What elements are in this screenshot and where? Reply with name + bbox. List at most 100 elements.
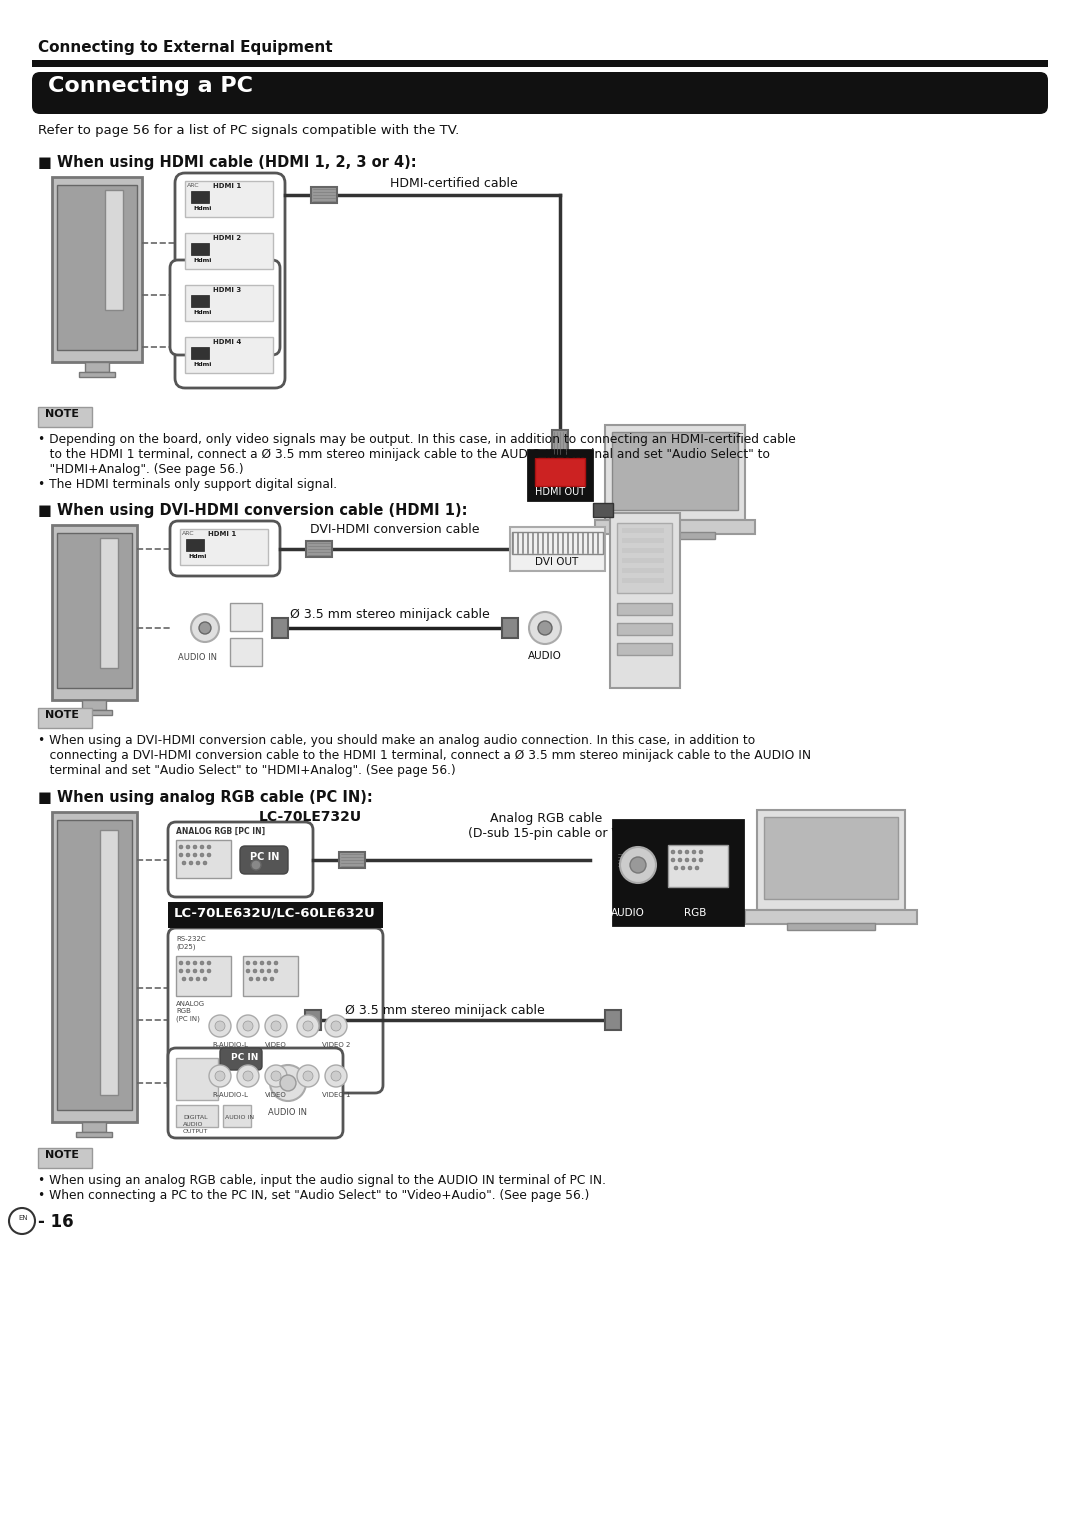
Text: ■ When using analog RGB cable (PC IN):: ■ When using analog RGB cable (PC IN): [38,789,373,805]
Text: OUTPUT: OUTPUT [183,1128,208,1135]
Circle shape [199,621,211,634]
Bar [311,186,337,203]
Bar [52,812,137,1122]
Text: VIDEO: VIDEO [265,1041,287,1048]
Circle shape [274,960,278,965]
Bar [57,185,137,350]
Text: VIDEO 1: VIDEO 1 [322,1092,350,1098]
Circle shape [253,970,257,973]
Text: • When connecting a PC to the PC IN, set "Audio Select" to "Video+Audio". (See p: • When connecting a PC to the PC IN, set… [38,1190,590,1202]
Bar [185,234,273,269]
Text: LC-70LE732U: LC-70LE732U [258,809,362,825]
Bar [85,362,109,373]
Bar [168,902,383,928]
Circle shape [529,612,561,644]
Circle shape [9,1208,35,1234]
Text: HDMI OUT: HDMI OUT [535,487,585,496]
Bar [605,425,745,521]
Circle shape [692,851,696,854]
Text: LC-70LE632U/LC-60LE632U: LC-70LE632U/LC-60LE632U [174,906,376,919]
FancyBboxPatch shape [170,260,280,354]
Bar [622,528,664,533]
Bar [305,1009,321,1031]
Circle shape [179,970,183,973]
Circle shape [271,1022,281,1031]
Circle shape [265,1064,287,1087]
Circle shape [207,960,211,965]
Circle shape [270,977,274,980]
Text: AUDIO IN: AUDIO IN [269,1109,308,1116]
Text: Connecting to External Equipment: Connecting to External Equipment [38,40,333,55]
Circle shape [191,614,219,641]
Circle shape [699,851,703,854]
Circle shape [681,866,685,870]
Text: VIDEO 2: VIDEO 2 [322,1041,350,1048]
Text: connecting a DVI-HDMI conversion cable to the HDMI 1 terminal, connect a Ø 3.5 m: connecting a DVI-HDMI conversion cable t… [38,750,811,762]
Bar [57,533,132,689]
Bar [613,820,743,925]
Text: ARC: ARC [183,531,194,536]
Bar [605,1009,621,1031]
Bar [105,189,123,310]
Text: Ø 3.5 mm stereo minijack cable: Ø 3.5 mm stereo minijack cable [345,1003,544,1017]
Bar [552,431,568,457]
Bar [191,295,210,307]
Bar [79,373,114,377]
Circle shape [265,1015,287,1037]
Bar [38,408,92,428]
Bar [57,820,132,1110]
Text: HDMI 2: HDMI 2 [213,235,241,241]
Bar [222,1106,251,1127]
Circle shape [243,1022,253,1031]
Circle shape [630,857,646,873]
Text: ■ When using DVI-HDMI conversion cable (HDMI 1):: ■ When using DVI-HDMI conversion cable (… [38,502,468,518]
Bar [595,521,755,534]
Text: PC IN: PC IN [231,1054,258,1061]
Circle shape [678,858,681,863]
Circle shape [179,854,183,857]
Circle shape [203,977,207,980]
Text: Hdmi: Hdmi [188,554,206,559]
FancyBboxPatch shape [175,173,285,388]
Text: Connecting a PC: Connecting a PC [48,76,253,96]
Bar [76,710,112,715]
Circle shape [260,970,264,973]
Text: DIGITAL: DIGITAL [183,1115,207,1119]
Bar [100,831,118,1095]
FancyBboxPatch shape [168,1048,343,1138]
Bar [622,579,664,583]
Text: R-AUDIO-L: R-AUDIO-L [212,1092,248,1098]
Bar [757,809,905,910]
Bar [191,347,210,359]
Text: HDMI 4: HDMI 4 [213,339,241,345]
Text: NOTE: NOTE [45,409,79,418]
Text: VIDEO: VIDEO [265,1092,287,1098]
Bar [100,538,118,667]
Circle shape [186,970,190,973]
Bar [52,525,137,699]
Circle shape [267,970,271,973]
Circle shape [671,851,675,854]
FancyBboxPatch shape [32,72,1048,115]
Circle shape [692,858,696,863]
Text: NOTE: NOTE [45,1150,79,1161]
Bar [52,177,141,362]
Circle shape [674,866,678,870]
Circle shape [620,847,656,883]
Circle shape [688,866,692,870]
Circle shape [186,844,190,849]
Bar [185,286,273,321]
Circle shape [215,1022,225,1031]
Text: Hdmi: Hdmi [193,206,212,211]
Circle shape [200,970,204,973]
Circle shape [280,1075,296,1090]
Bar [502,618,518,638]
Text: AUDIO: AUDIO [183,1122,203,1127]
Text: HDMI 1: HDMI 1 [213,183,241,189]
Bar [622,548,664,553]
FancyBboxPatch shape [170,521,280,576]
Text: Hdmi: Hdmi [193,310,212,315]
Text: (D-sub 15-pin cable or VGA cable): (D-sub 15-pin cable or VGA cable) [468,828,681,840]
Circle shape [207,844,211,849]
Circle shape [246,960,249,965]
